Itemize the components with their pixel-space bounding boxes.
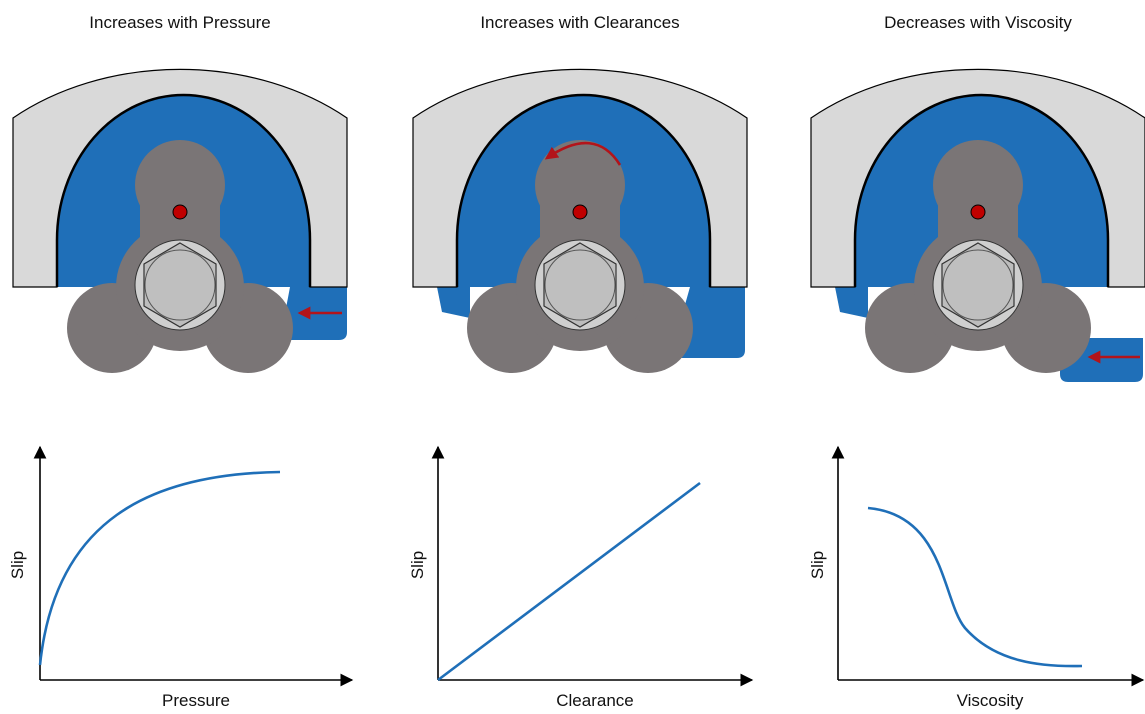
- x-axis-label: Viscosity: [957, 691, 1024, 710]
- y-axis-label: Slip: [808, 551, 827, 579]
- panel-illustration: [11, 68, 349, 374]
- graph: [831, 445, 1145, 687]
- x-axis-label: Clearance: [556, 691, 634, 710]
- panel-title: Decreases with Viscosity: [884, 13, 1072, 32]
- panel-illustration: [411, 68, 749, 374]
- x-axis-label: Pressure: [162, 691, 230, 710]
- panel-title: Increases with Pressure: [89, 13, 270, 32]
- y-axis-label: Slip: [8, 551, 27, 579]
- panel-illustration: [809, 68, 1145, 382]
- y-axis-label: Slip: [408, 551, 427, 579]
- panel-title: Increases with Clearances: [480, 13, 679, 32]
- graph: [431, 445, 754, 687]
- graph: [33, 445, 354, 687]
